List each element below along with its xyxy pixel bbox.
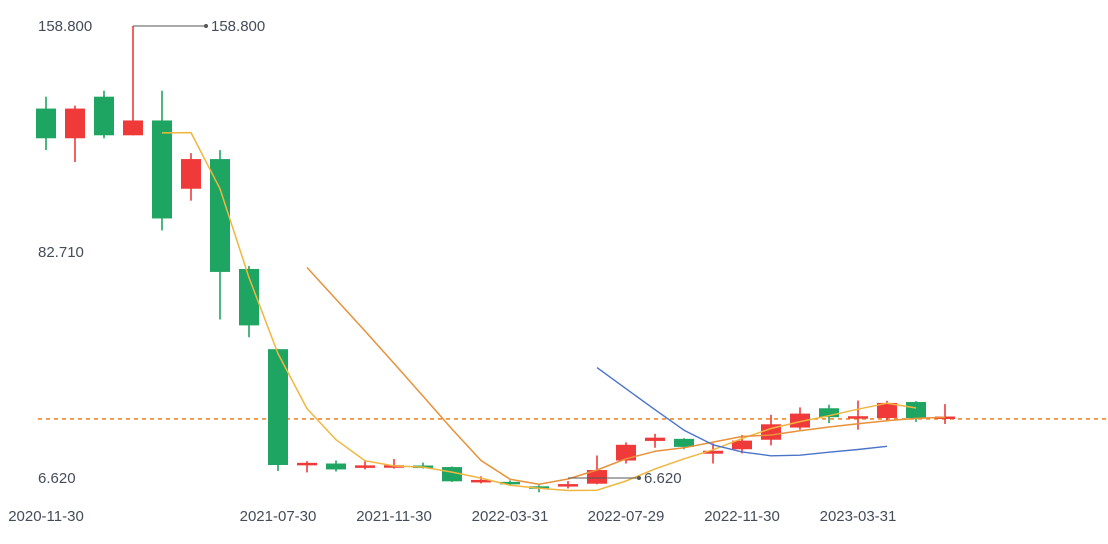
candle-body [906,402,926,419]
candle [790,407,810,430]
candle [616,442,636,464]
candles [36,26,955,493]
y-tick-label: 82.710 [38,244,84,261]
max-annotation-label: 158.800 [211,18,265,35]
candle [819,404,839,424]
candle-body [819,408,839,418]
x-tick-label: 2021-11-30 [356,508,432,525]
candle-body [239,268,259,326]
candle [703,443,723,464]
min-annotation-label: 6.620 [644,470,682,487]
candle [94,90,114,139]
y-tick-label: 6.620 [38,470,76,487]
y-tick-label: 158.800 [38,18,92,35]
candle-body [703,450,723,454]
candle [152,90,172,231]
candle-body [355,465,375,468]
candle-body [94,96,114,136]
candle-body [877,402,897,419]
candle-body [297,462,317,466]
candle [36,96,56,151]
ma-short-line [161,131,917,492]
candle-body [558,484,578,487]
x-tick-label: 2020-11-30 [8,508,84,525]
candle-body [123,120,143,136]
candle [877,400,897,422]
candle-body [152,120,172,219]
candle-body [616,444,636,461]
annotations: 158.800 6.620 [133,18,682,487]
candle [65,105,85,163]
candle-body [848,416,868,419]
candle-body [500,481,520,485]
candle [268,349,288,471]
candle-body [181,159,201,189]
candle-body [645,437,665,441]
x-tick-label: 2023-03-31 [820,508,897,525]
candle [210,150,230,320]
candle-body [210,159,230,272]
candle [326,460,346,472]
candle-body [790,413,810,428]
candle [848,400,868,430]
candle-body [471,479,491,483]
ma-mid-line [306,266,946,486]
x-tick-label: 2022-03-31 [472,508,549,525]
x-tick-label: 2022-11-30 [704,508,780,525]
candle [935,404,955,425]
ma-long-line [596,367,888,457]
candle [297,461,317,473]
candle [558,481,578,489]
candle-body [326,463,346,470]
candle [500,480,520,486]
y-axis-ticks: 158.800 82.710 6.620 [38,18,92,487]
candle [384,459,404,469]
candle [181,153,201,201]
candle-body [674,438,694,447]
x-axis-ticks: 2020-11-30 2021-07-30 2021-11-30 2022-03-31… [8,508,896,525]
x-tick-label: 2022-07-29 [588,508,665,525]
candle-body [732,440,752,450]
candle [645,433,665,448]
candle [123,26,143,136]
moving-averages [161,131,946,492]
candle-body [268,349,288,465]
x-tick-label: 2021-07-30 [240,508,317,525]
candle-body [587,470,607,484]
candle-body [65,108,85,139]
candle-body [36,108,56,139]
min-annotation-dot [637,476,641,480]
max-annotation-dot [204,24,208,28]
